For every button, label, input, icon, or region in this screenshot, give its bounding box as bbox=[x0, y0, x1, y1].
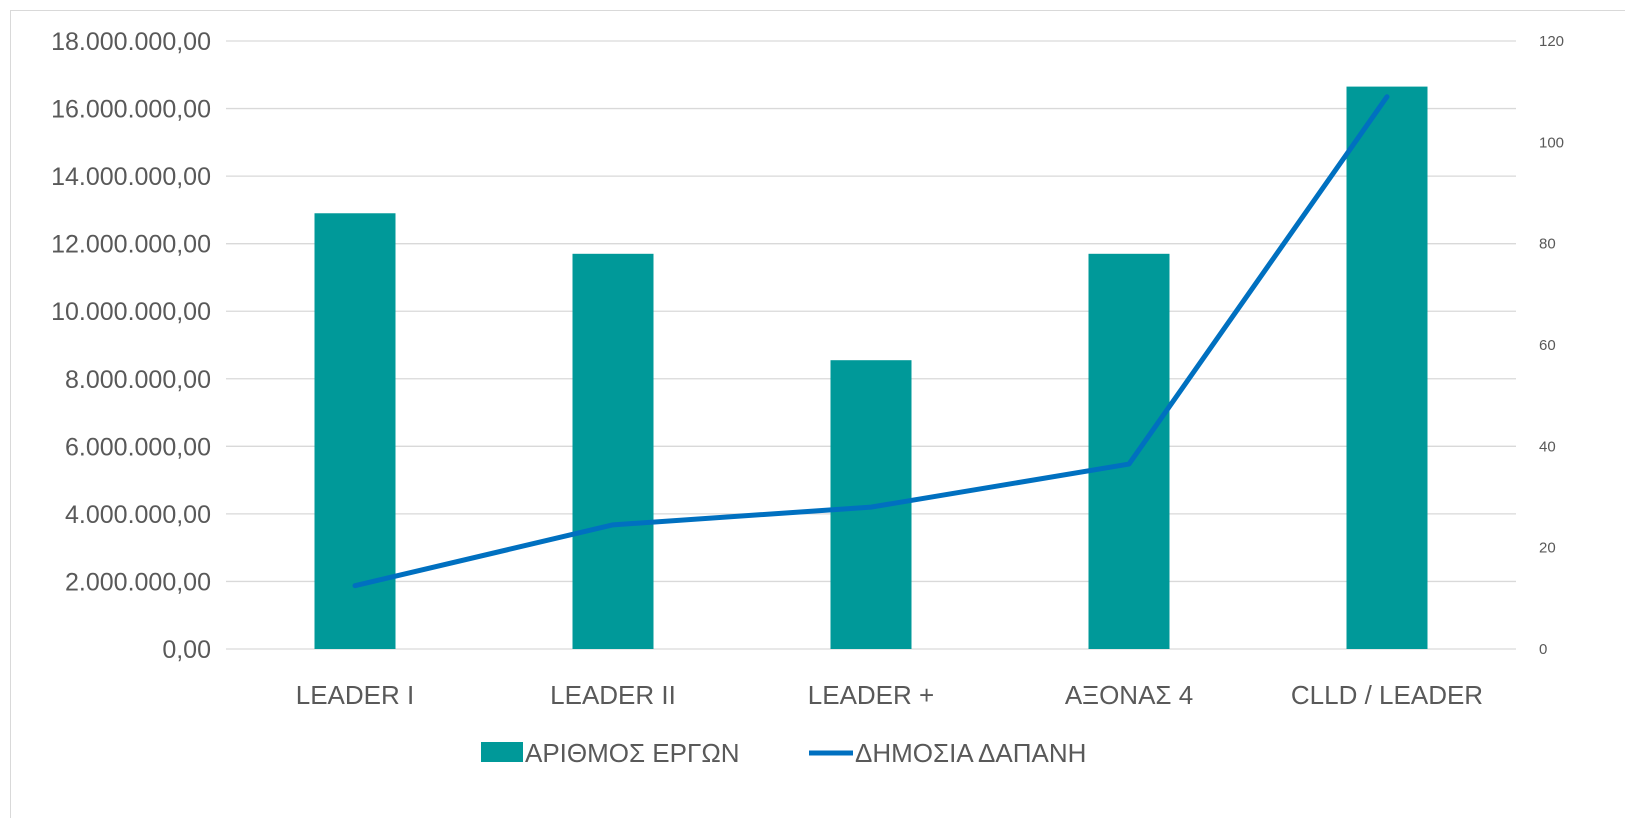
x-tick-label: CLLD / LEADER bbox=[1291, 680, 1483, 710]
left-tick-label: 8.000.000,00 bbox=[65, 366, 211, 394]
legend-label-line: ΔΗΜΟΣΙΑ ΔΑΠΑΝΗ bbox=[855, 738, 1086, 768]
legend-label-bar: ΑΡΙΘΜΟΣ ΕΡΓΩΝ bbox=[525, 738, 740, 768]
right-tick-label: 20 bbox=[1539, 540, 1556, 557]
bar-series bbox=[314, 86, 1428, 650]
left-tick-label: 12.000.000,00 bbox=[51, 231, 211, 259]
left-tick-label: 2.000.000,00 bbox=[65, 568, 211, 596]
left-tick-label: 16.000.000,00 bbox=[51, 96, 211, 124]
x-tick-label: LEADER II bbox=[550, 680, 676, 710]
left-tick-label: 14.000.000,00 bbox=[51, 163, 211, 191]
x-tick-label: ΑΞΟΝΑΣ 4 bbox=[1065, 680, 1193, 710]
right-tick-label: 100 bbox=[1539, 134, 1564, 151]
bar bbox=[1346, 86, 1428, 650]
right-tick-label: 40 bbox=[1539, 438, 1556, 455]
legend: ΑΡΙΘΜΟΣ ΕΡΓΩΝ ΔΗΜΟΣΙΑ ΔΑΠΑΝΗ bbox=[481, 738, 1086, 768]
left-tick-label: 4.000.000,00 bbox=[65, 501, 211, 529]
combo-chart: 0,00 2.000.000,00 4.000.000,00 6.000.000,00… bbox=[51, 28, 1564, 768]
chart-frame: 0,00 2.000.000,00 4.000.000,00 6.000.000,00… bbox=[10, 10, 1625, 818]
right-tick-label: 0 bbox=[1539, 641, 1547, 658]
legend-swatch-bar bbox=[481, 742, 523, 762]
right-tick-label: 120 bbox=[1539, 33, 1564, 50]
right-tick-label: 80 bbox=[1539, 236, 1556, 253]
left-axis: 0,00 2.000.000,00 4.000.000,00 6.000.000,00… bbox=[51, 28, 211, 664]
x-tick-label: LEADER + bbox=[808, 680, 934, 710]
bar bbox=[314, 213, 396, 649]
left-tick-label: 10.000.000,00 bbox=[51, 298, 211, 326]
right-tick-label: 60 bbox=[1539, 337, 1556, 354]
left-tick-label: 0,00 bbox=[162, 636, 211, 664]
bar bbox=[572, 253, 654, 650]
left-tick-label: 18.000.000,00 bbox=[51, 28, 211, 56]
x-axis: LEADER I LEADER II LEADER + ΑΞΟΝΑΣ 4 CLLD / … bbox=[296, 680, 1483, 710]
x-tick-label: LEADER I bbox=[296, 680, 415, 710]
series-line bbox=[352, 94, 1390, 589]
bar bbox=[1088, 253, 1170, 650]
line-series bbox=[352, 94, 1390, 589]
left-tick-label: 6.000.000,00 bbox=[65, 433, 211, 461]
right-axis: 0 20 40 60 80 100 120 bbox=[1539, 33, 1564, 658]
